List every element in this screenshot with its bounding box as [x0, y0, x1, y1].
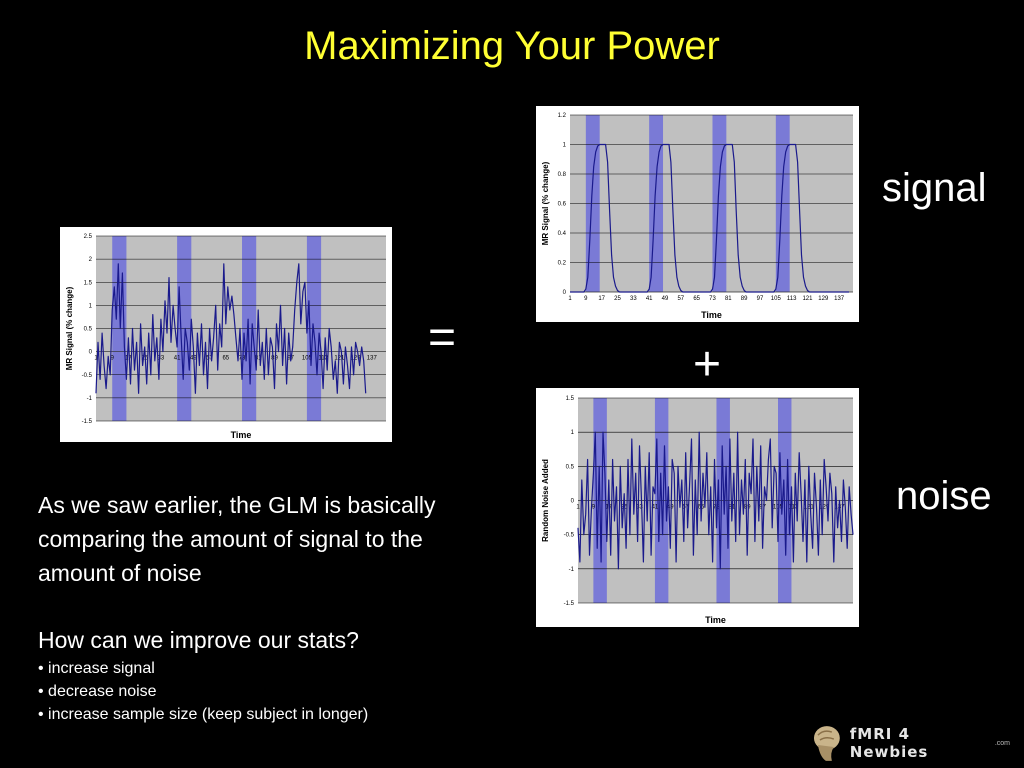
- bullet-sample-size: • increase sample size (keep subject in …: [38, 706, 369, 723]
- x-tick-label: 137: [367, 356, 378, 362]
- x-tick-label: 113: [789, 505, 799, 511]
- x-tick-label: 121: [804, 505, 815, 511]
- x-tick-label: 41: [646, 296, 653, 302]
- bullet-increase-signal: • increase signal: [38, 660, 155, 677]
- x-tick-label: 25: [614, 296, 621, 302]
- signal-chart: 1.210.80.60.40.201 9 17 25 33 41 49 57 65 73 81 89 9…: [541, 113, 853, 320]
- noise-chart-box: 1.5 1 0.5 0 -0.5 -1 -1.5 1 9 17 25 33 41 49 57 65 73 81 89…: [536, 388, 859, 627]
- x-tick-label: 121: [802, 296, 813, 302]
- series-line: [95, 263, 367, 394]
- body-text: As we saw earlier, the GLM is basically …: [38, 488, 488, 726]
- y-tick-label: 1.2: [558, 113, 567, 119]
- paragraph-question: How can we improve our stats?: [38, 627, 359, 653]
- y-tick-label: -0.5: [82, 373, 93, 379]
- logo-text: fMRI 4 Newbies: [849, 725, 929, 761]
- bullet-decrease-noise: • decrease noise: [38, 683, 157, 700]
- y-tick-label: 0.6: [558, 202, 567, 208]
- x-tick-label: 137: [834, 296, 845, 302]
- y-tick-label: -1: [87, 396, 93, 402]
- y-tick-label: -1: [569, 567, 575, 573]
- footer-logo: fMRI 4 Newbies .com: [810, 722, 1010, 764]
- y-tick-label: 0.5: [566, 464, 575, 470]
- y-tick-label: 0: [89, 350, 93, 356]
- x-tick-label: 41: [652, 505, 659, 511]
- x-tick-label: 81: [255, 356, 262, 362]
- x-tick-label: 9: [592, 505, 596, 511]
- noise-chart: 1.510.50-0.5-1-1.51 9 17 25 33 41 49 57 65 73 81 89…: [541, 396, 854, 625]
- x-tick-label: 89: [744, 505, 751, 511]
- x-tick-label: 129: [818, 296, 829, 302]
- series-line: [577, 431, 854, 570]
- y-tick-label: 0.5: [84, 327, 93, 333]
- x-tick-label: 105: [302, 356, 313, 362]
- x-tick-label: 9: [584, 296, 588, 302]
- x-tick-label: 81: [725, 296, 732, 302]
- x-tick-label: 49: [662, 296, 669, 302]
- y-tick-label: 1: [89, 303, 93, 309]
- y-tick-label: 0.4: [558, 231, 567, 237]
- y-tick-label: 0: [571, 499, 575, 505]
- combined-chart: 2.521.510.50-0.5-1-1.51 9 17 25 33 41 49 57 65 73…: [65, 234, 386, 440]
- x-tick-label: 121: [334, 356, 345, 362]
- y-tick-label: -0.5: [564, 533, 575, 539]
- y-axis-label: MR Signal (% change): [65, 286, 74, 370]
- x-tick-label: 33: [158, 356, 165, 362]
- x-tick-label: 33: [630, 296, 637, 302]
- x-tick-label: 57: [206, 356, 213, 362]
- x-tick-label: 129: [819, 505, 830, 511]
- y-tick-label: 2.5: [84, 234, 93, 240]
- x-tick-label: 65: [222, 356, 229, 362]
- x-tick-label: 113: [787, 296, 797, 302]
- x-tick-label: 73: [709, 296, 716, 302]
- y-tick-label: 1: [563, 143, 567, 149]
- equals-sign: =: [428, 311, 457, 364]
- y-axis-label: MR Signal (% change): [541, 161, 550, 245]
- x-axis-label: Time: [701, 310, 722, 320]
- y-tick-label: 1.5: [566, 396, 575, 402]
- x-tick-label: 9: [111, 356, 115, 362]
- x-tick-label: 17: [598, 296, 605, 302]
- x-tick-label: 65: [693, 296, 700, 302]
- series-line: [570, 143, 849, 293]
- plus-sign: +: [693, 338, 722, 391]
- noise-label: noise: [896, 474, 992, 518]
- y-tick-label: 2: [89, 257, 93, 263]
- brain-head-icon: [813, 726, 840, 761]
- x-tick-label: 33: [636, 505, 643, 511]
- x-tick-label: 97: [757, 296, 764, 302]
- x-tick-label: 89: [271, 356, 278, 362]
- paragraph-glm: As we saw earlier, the GLM is basically …: [38, 492, 436, 586]
- signal-label: signal: [882, 166, 987, 210]
- x-tick-label: 113: [318, 356, 328, 362]
- combined-chart-box: 2.5 2 1.5 1 0.5 0 -0.5 -1 -1.5 1 9 17 25 33 41 49 57 65 73…: [60, 227, 392, 442]
- slide-title: Maximizing Your Power: [304, 24, 720, 68]
- x-tick-label: 57: [677, 296, 684, 302]
- y-tick-label: 0.2: [558, 261, 567, 267]
- x-axis-label: Time: [705, 615, 726, 625]
- y-tick-label: -1.5: [82, 419, 93, 425]
- x-tick-label: 105: [771, 296, 782, 302]
- x-axis-label: Time: [231, 430, 252, 440]
- y-tick-label: -1.5: [564, 601, 575, 607]
- y-tick-label: 0: [563, 290, 567, 296]
- x-tick-label: 97: [759, 505, 766, 511]
- x-tick-label: 1: [576, 505, 580, 511]
- x-tick-label: 89: [741, 296, 748, 302]
- y-tick-label: 1.5: [84, 280, 93, 286]
- x-tick-label: 41: [174, 356, 181, 362]
- x-tick-label: 57: [682, 505, 689, 511]
- x-tick-label: 1: [94, 356, 98, 362]
- logo-suffix: .com: [994, 739, 1010, 747]
- signal-chart-box: 1.2 1 0.8 0.6 0.4 0.2 0 1 9 17 25 33 41 49 57 65 73 81 89 9…: [536, 106, 859, 322]
- y-axis-label: Random Noise Added: [541, 459, 550, 542]
- x-tick-label: 1: [568, 296, 572, 302]
- y-tick-label: 0.8: [558, 172, 567, 178]
- x-tick-label: 129: [351, 356, 362, 362]
- bullet-list: • increase signal • decrease noise • inc…: [38, 657, 488, 726]
- y-tick-label: 1: [571, 430, 575, 436]
